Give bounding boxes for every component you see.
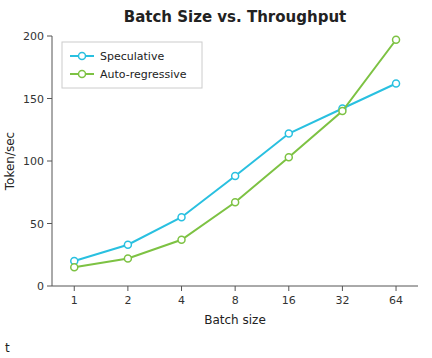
x-tick [342, 286, 343, 291]
series-marker [339, 108, 346, 115]
y-tick-label: 150 [23, 93, 44, 106]
plot-area [71, 36, 400, 271]
x-tick [288, 286, 289, 291]
y-tick [47, 223, 52, 224]
chart-container: Batch Size vs. Throughput 1 2 4 8 16 32 64 0 50 10… [0, 0, 432, 358]
series-line [74, 40, 396, 268]
series-marker [285, 154, 292, 161]
series-marker [393, 80, 400, 87]
legend-label: Speculative [100, 50, 164, 63]
x-tick [181, 286, 182, 291]
series-marker [178, 236, 185, 243]
series-marker [232, 173, 239, 180]
series-marker [178, 214, 185, 221]
series-line [74, 84, 396, 262]
title: Batch Size vs. Throughput [124, 8, 347, 26]
x-tick-label: 1 [71, 294, 78, 307]
x-axis-label: Batch size [204, 313, 266, 327]
series-marker [393, 36, 400, 43]
x-tick-label: 64 [389, 294, 403, 307]
y-tick [47, 98, 52, 99]
x-tick-label: 2 [124, 294, 131, 307]
y-tick-label: 0 [37, 280, 44, 293]
x-tick-label: 8 [232, 294, 239, 307]
y-tick [47, 36, 52, 37]
y-tick-label: 100 [23, 155, 44, 168]
legend: Speculative Auto-regressive [62, 42, 202, 88]
series-marker [285, 130, 292, 137]
x-tick [127, 286, 128, 291]
y-tick-label: 50 [30, 218, 44, 231]
axes: 1 2 4 8 16 32 64 0 50 100 150 200 [23, 30, 418, 307]
y-tick [47, 286, 52, 287]
y-tick-label: 200 [23, 30, 44, 43]
footer-annotation: t [5, 341, 10, 355]
x-tick-label: 16 [282, 294, 296, 307]
series-marker [232, 199, 239, 206]
x-tick-label: 4 [178, 294, 185, 307]
series-marker [71, 264, 78, 271]
series-marker [124, 255, 131, 262]
y-axis-label: Token/sec [3, 132, 17, 191]
y-tick [47, 161, 52, 162]
legend-marker [79, 53, 86, 60]
x-tick [396, 286, 397, 291]
series-marker [124, 241, 131, 248]
x-tick-label: 32 [335, 294, 349, 307]
legend-box [62, 42, 202, 88]
legend-label: Auto-regressive [100, 68, 187, 81]
x-tick [74, 286, 75, 291]
legend-marker [79, 71, 86, 78]
x-tick [235, 286, 236, 291]
chart-svg: Batch Size vs. Throughput 1 2 4 8 16 32 64 0 50 10… [0, 0, 432, 358]
